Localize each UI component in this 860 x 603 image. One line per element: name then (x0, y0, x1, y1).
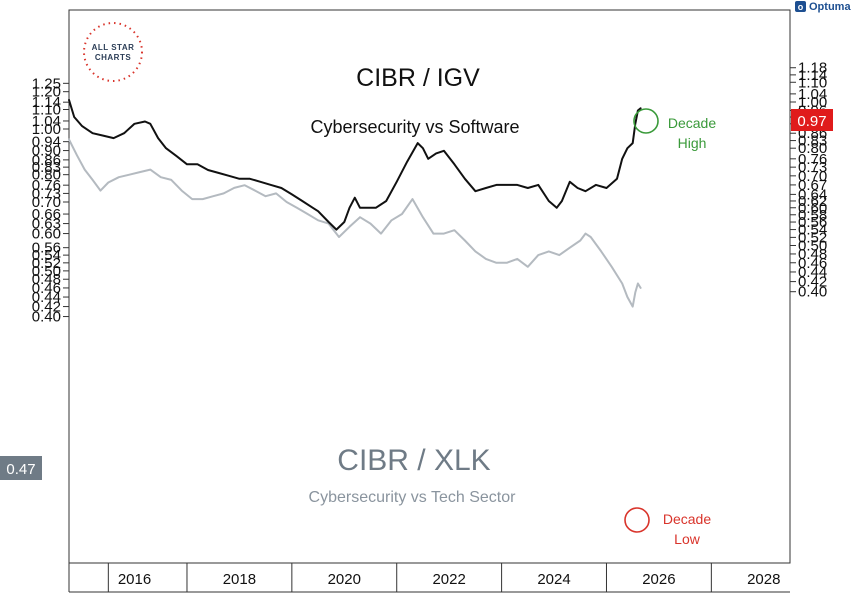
right-tick-label: 0.42 (798, 274, 827, 291)
right-tick-label: 0.64 (798, 186, 827, 203)
left-tick-label: 0.44 (32, 289, 61, 306)
decade-high-label-line1: Decade (668, 115, 716, 131)
last-value-left-text: 0.47 (6, 461, 35, 478)
left-tick-label: 0.90 (32, 143, 61, 160)
left-axis: 1.251.201.141.101.041.000.940.900.860.83… (32, 75, 69, 326)
left-tick-label: 0.54 (32, 247, 61, 264)
x-tick-label: 2020 (328, 571, 361, 588)
right-tick-label: 0.58 (798, 207, 827, 224)
right-tick-label: 0.70 (798, 168, 827, 185)
left-tick-label: 0.56 (32, 240, 61, 257)
right-tick-label: 1.14 (798, 67, 827, 84)
left-tick-label: 0.48 (32, 271, 61, 288)
right-tick-label: 0.67 (798, 177, 827, 194)
left-tick-label: 0.60 (32, 226, 61, 243)
right-tick-label: 0.40 (798, 284, 827, 301)
left-tick-label: 0.80 (32, 167, 61, 184)
left-tick-label: 0.94 (32, 134, 61, 151)
chart-title: CIBR / IGV (356, 64, 480, 92)
right-tick-label: 0.54 (798, 222, 827, 239)
right-tick-label: 1.00 (798, 94, 827, 111)
optuma-icon (795, 1, 806, 12)
right-tick-label: 1.18 (798, 60, 827, 77)
series-layer (68, 98, 642, 308)
plot-frame (68, 9, 791, 564)
left-tick-label: 0.76 (32, 177, 61, 194)
right-tick-label: 0.56 (798, 214, 827, 231)
right-tick-label: 1.10 (798, 74, 827, 91)
left-tick-label: 0.66 (32, 206, 61, 223)
last-value-right-box (791, 109, 833, 131)
left-tick-label: 1.10 (32, 101, 61, 118)
right-tick-label: 0.44 (798, 264, 827, 281)
left-tick-label: 0.40 (32, 309, 61, 326)
x-tick-label: 2018 (223, 571, 256, 588)
last-value-left-box (0, 456, 42, 480)
secondary-subtitle: Cybersecurity vs Tech Sector (309, 489, 517, 506)
left-tick-label: 0.42 (32, 299, 61, 316)
left-tick-label: 0.52 (32, 255, 61, 272)
optuma-label: Optuma (809, 1, 851, 13)
decade-high-circle (633, 108, 659, 134)
decade-high-annotation: Decade High (633, 108, 716, 151)
right-tick-label: 1.04 (798, 86, 827, 103)
x-tick-label: 2028 (747, 571, 780, 588)
right-tick-label: 0.76 (798, 151, 827, 168)
right-tick-label: 0.52 (798, 229, 827, 246)
x-axis: 2016 2018 2020 2022 2024 2026 2028 (107, 563, 780, 592)
series-line-cibr-igv (68, 98, 642, 231)
last-value-left-badge: 0.47 (0, 456, 42, 480)
right-tick-label: 0.73 (798, 159, 827, 176)
left-tick-label: 0.70 (32, 194, 61, 211)
decade-low-annotation: Decade Low (624, 507, 711, 547)
logo-text-line2: CHARTS (95, 53, 131, 62)
right-axis: 1.181.141.101.041.000.960.930.900.860.83… (790, 60, 827, 301)
left-tick-label: 1.25 (32, 75, 61, 92)
x-tick-label: 2016 (118, 571, 151, 588)
left-tick-label: 1.14 (32, 94, 61, 111)
right-tick-label: 0.48 (798, 246, 827, 263)
last-value-right-badge: 0.97 (791, 109, 833, 131)
left-tick-label: 0.73 (32, 185, 61, 202)
left-tick-label: 1.04 (32, 113, 61, 130)
chart-subtitle: Cybersecurity vs Software (310, 117, 519, 137)
left-tick-label: 1.20 (32, 84, 61, 101)
right-tick-label: 0.62 (798, 193, 827, 210)
left-tick-label: 0.83 (32, 159, 61, 176)
right-tick-label: 0.83 (798, 133, 827, 150)
left-tick-label: 1.00 (32, 121, 61, 138)
right-tick-label: 0.46 (798, 255, 827, 272)
right-tick-label: 0.80 (798, 140, 827, 157)
left-tick-label: 0.63 (32, 216, 61, 233)
right-tick-label: 0.60 (798, 200, 827, 217)
decade-low-circle (624, 507, 650, 533)
all-star-charts-logo: ALL STAR CHARTS (83, 22, 143, 82)
left-tick-label: 0.86 (32, 152, 61, 169)
logo-dotted-ring (83, 22, 143, 82)
decade-low-label-line2: Low (674, 531, 701, 547)
left-tick-label: 0.50 (32, 263, 61, 280)
series-line-cibr-xlk (68, 138, 642, 308)
optuma-brand: o Optuma (795, 1, 851, 13)
left-tick-label: 0.46 (32, 280, 61, 297)
x-tick-label: 2022 (432, 571, 465, 588)
optuma-icon-glyph: o (798, 2, 804, 12)
logo-text-line1: ALL STAR (92, 43, 135, 52)
secondary-title: CIBR / XLK (337, 444, 490, 477)
decade-low-label-line1: Decade (663, 511, 711, 527)
x-tick-label: 2026 (642, 571, 675, 588)
last-value-right-text: 0.97 (797, 113, 826, 130)
right-tick-label: 0.50 (798, 238, 827, 255)
x-tick-label: 2024 (537, 571, 570, 588)
decade-high-label-line2: High (678, 135, 707, 151)
